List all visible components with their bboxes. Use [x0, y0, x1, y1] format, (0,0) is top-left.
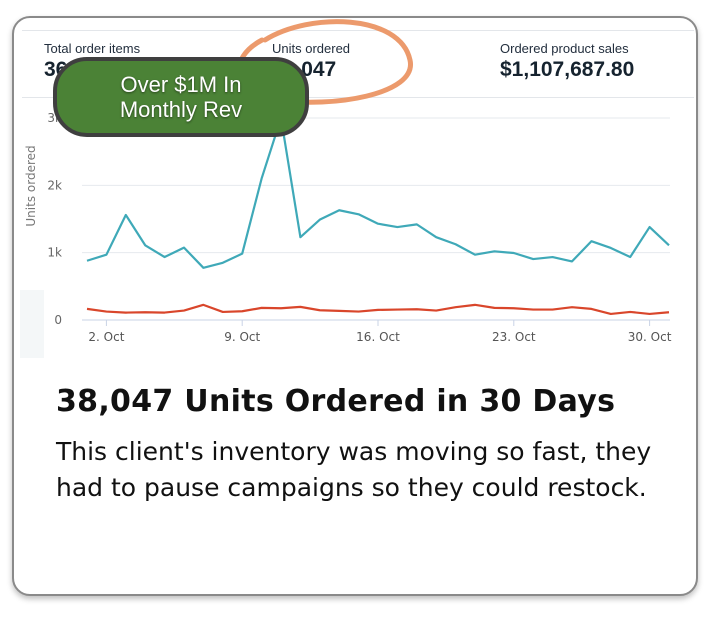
badge-line-2: Monthly Rev	[119, 97, 243, 122]
headline: 38,047 Units Ordered in 30 Days	[56, 384, 616, 419]
revenue-badge: Over $1M In Monthly Rev	[53, 57, 309, 137]
kpi-value: $1,107,687.80	[500, 58, 635, 81]
kpi-label: Units ordered	[272, 41, 351, 56]
x-tick-label: 23. Oct	[492, 330, 536, 344]
y-tick-label: 1k	[47, 246, 62, 260]
kpi-label: Total order items	[44, 41, 141, 56]
x-tick-label: 9. Oct	[224, 330, 260, 344]
y-tick-label: 2k	[47, 178, 62, 192]
series-line-1	[86, 116, 670, 269]
x-tick-label: 30. Oct	[628, 330, 672, 344]
panel-edge	[20, 290, 44, 358]
kpi-ordered-product-sales: Ordered product sales $1,107,687.80	[500, 41, 634, 82]
y-axis-title: Units ordered	[24, 145, 38, 226]
y-tick-label: 0	[54, 313, 62, 327]
badge-line-1: Over $1M In	[120, 72, 242, 97]
description: This client's inventory was moving so fa…	[56, 437, 652, 502]
x-tick-label: 2. Oct	[88, 330, 124, 344]
series-line-2	[86, 303, 670, 316]
kpi-label: Ordered product sales	[500, 41, 629, 56]
x-tick-label: 16. Oct	[356, 330, 400, 344]
